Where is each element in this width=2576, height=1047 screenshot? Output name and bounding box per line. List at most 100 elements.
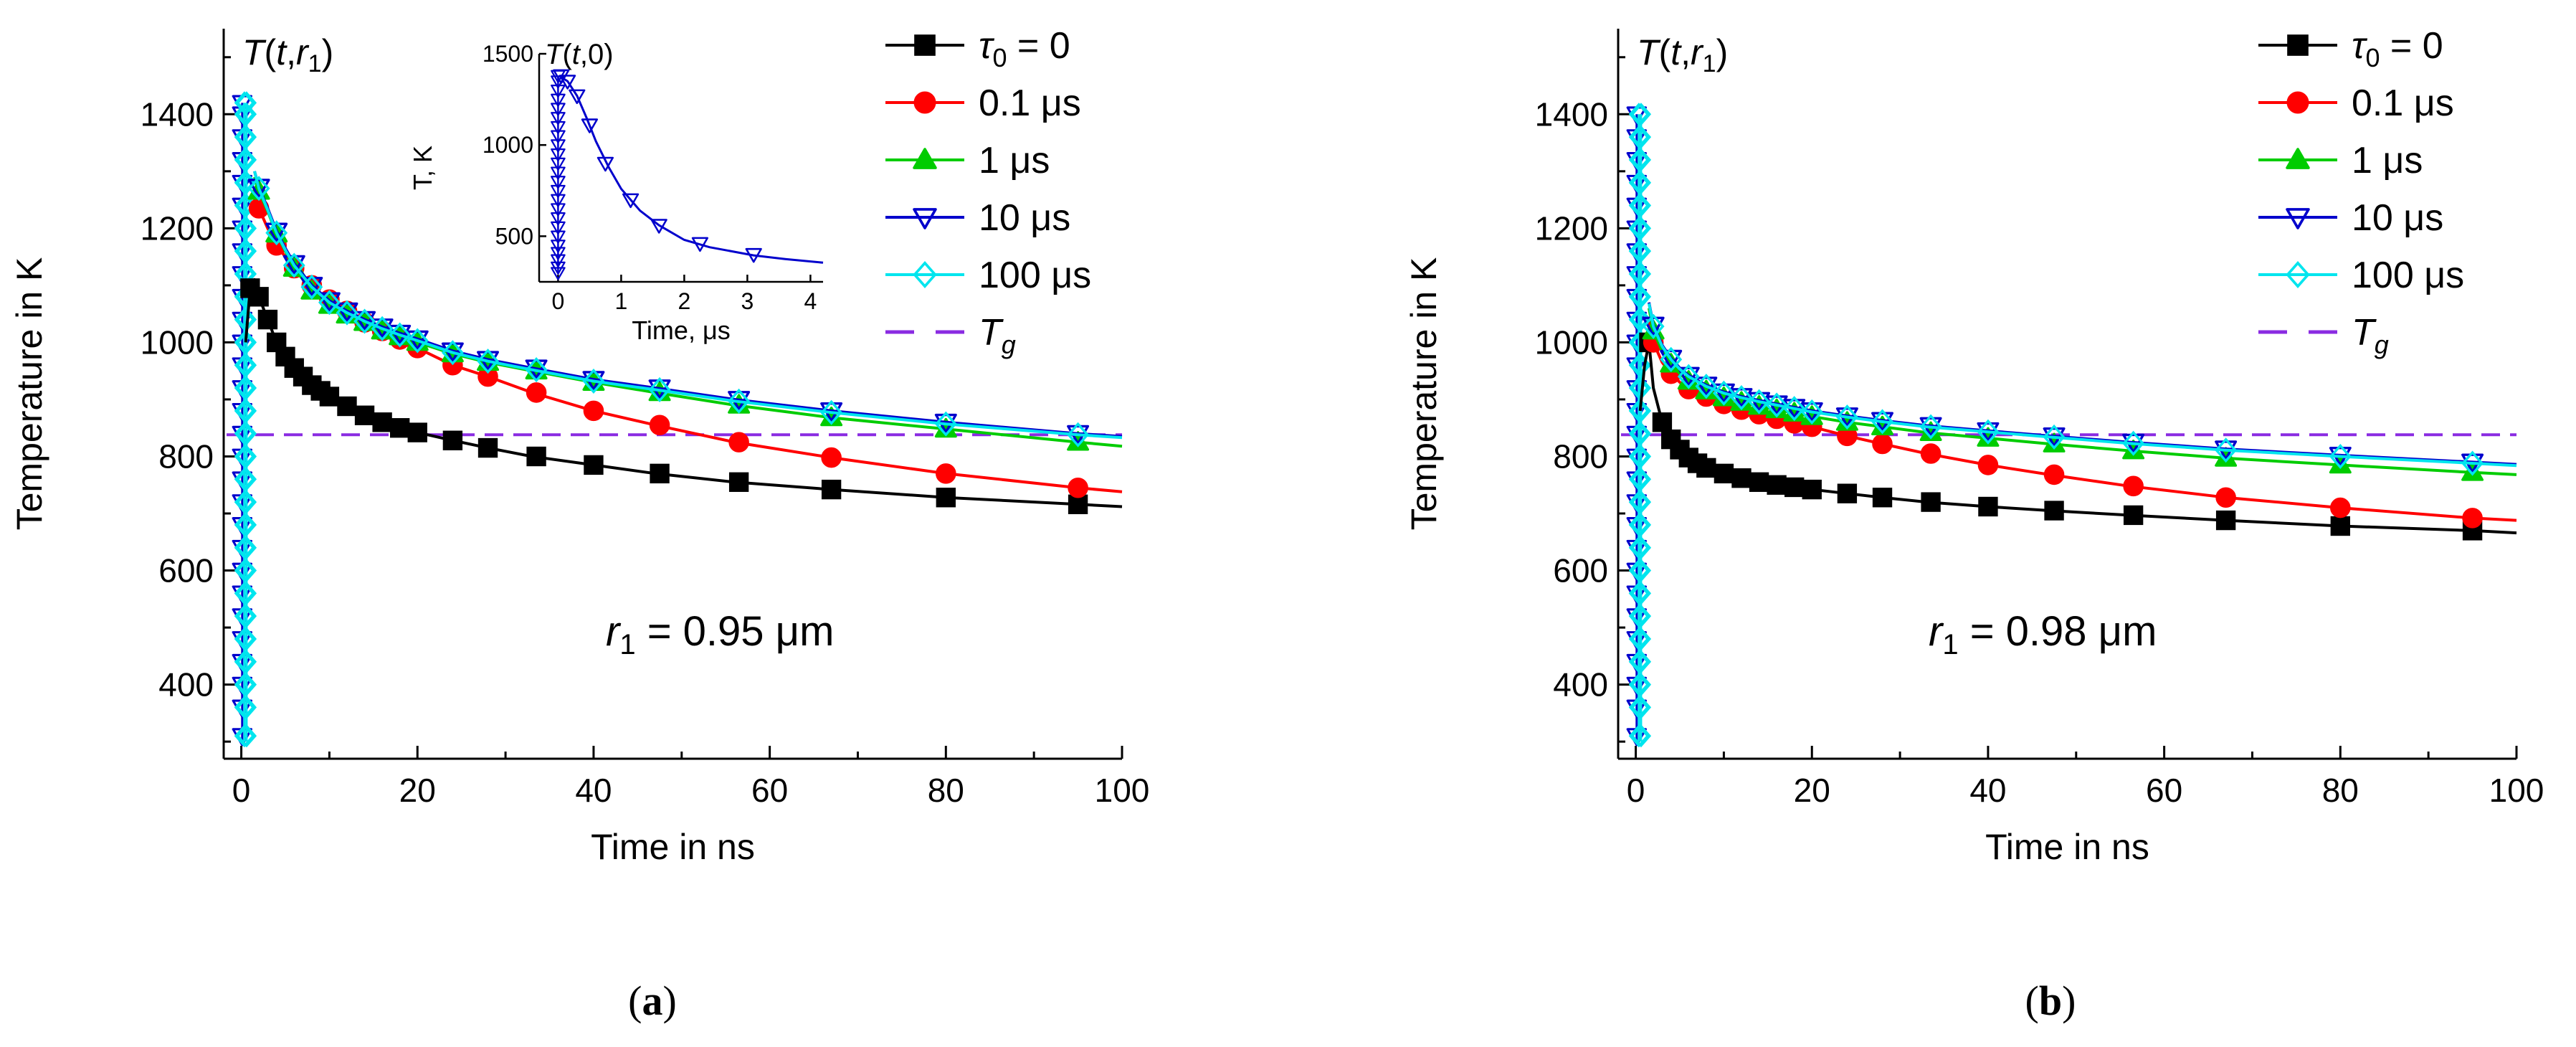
series-marker — [526, 382, 547, 403]
y-tick-label: 600 — [1553, 552, 1608, 589]
series-marker — [2461, 450, 2484, 476]
inset-series-line — [558, 75, 824, 264]
heating-marker — [236, 422, 257, 445]
heating-marker — [1630, 148, 1652, 172]
series-marker — [1871, 409, 1893, 435]
series-marker — [1921, 492, 1941, 512]
heating-marker — [234, 217, 255, 240]
series-marker — [247, 176, 270, 202]
heating-marker — [234, 468, 255, 491]
series-marker — [2044, 501, 2064, 521]
heating-marker — [236, 605, 257, 628]
series-marker — [1977, 419, 2000, 445]
inset-heating-marker — [551, 166, 566, 180]
series-marker — [1677, 366, 1700, 387]
heating-marker — [236, 696, 257, 719]
heating-marker — [1630, 125, 1652, 149]
heating-marker — [1628, 125, 1650, 149]
series-marker — [282, 252, 305, 278]
series-marker — [582, 368, 605, 394]
series-marker — [728, 432, 749, 453]
heating-marker — [236, 650, 257, 673]
legend-label: τ0 = 0 — [979, 25, 1070, 72]
inset-series-marker — [745, 247, 762, 263]
x-tick-label: 60 — [751, 772, 788, 809]
heating-marker — [1628, 171, 1650, 194]
inset-heating-marker — [551, 254, 566, 267]
inset-y-tick-label: 500 — [495, 223, 533, 249]
heating-marker — [1630, 262, 1652, 286]
legend-label: 1 μs — [2352, 140, 2423, 181]
heating-marker — [236, 148, 257, 172]
inset-series-marker — [597, 156, 614, 172]
series-marker — [1872, 433, 1893, 455]
panel-caption: (a) — [628, 977, 677, 1024]
series-marker — [1835, 404, 1858, 430]
heating-marker — [236, 536, 257, 559]
series-marker — [1765, 392, 1788, 418]
heating-marker — [234, 308, 255, 331]
heating-marker — [234, 148, 255, 172]
legend-marker — [2286, 148, 2310, 169]
heating-marker — [1630, 650, 1652, 673]
series-marker — [649, 414, 670, 436]
heating-marker — [1628, 308, 1650, 331]
heating-marker — [234, 445, 255, 468]
series-marker — [353, 308, 376, 334]
inset-series-marker — [553, 69, 570, 85]
heating-marker — [1628, 285, 1650, 308]
legend-label: Tg — [979, 312, 1016, 359]
x-tick-label: 0 — [1627, 772, 1645, 809]
series-marker — [1068, 477, 1088, 498]
heating-marker — [1630, 673, 1652, 696]
heating-marker — [234, 376, 255, 400]
series-marker — [389, 322, 412, 348]
heating-marker — [1628, 468, 1650, 491]
series-marker — [336, 300, 358, 326]
heating-marker — [234, 582, 255, 605]
heating-marker — [1630, 354, 1652, 377]
radius-annotation: r1 = 0.98 μm — [1929, 608, 2157, 660]
heating-marker — [1630, 308, 1652, 331]
series-marker — [2330, 497, 2351, 518]
heating-marker — [234, 194, 255, 217]
series-marker — [2462, 508, 2483, 529]
inset-heating-marker — [551, 221, 566, 235]
heating-marker — [236, 217, 257, 240]
heating-marker — [234, 491, 255, 514]
heating-marker — [1628, 445, 1650, 468]
legend-marker — [913, 260, 937, 289]
x-tick-label: 40 — [1969, 772, 2006, 809]
heating-marker — [234, 627, 255, 651]
series-marker — [650, 463, 670, 484]
legend-label: 10 μs — [979, 197, 1070, 239]
inset-series-marker — [691, 237, 709, 252]
heating-marker — [236, 399, 257, 422]
series-marker — [1748, 389, 1770, 414]
heating-marker — [236, 513, 257, 537]
inset-x-tick-label: 4 — [804, 288, 817, 314]
series-marker — [2123, 505, 2144, 526]
heating-marker — [1628, 422, 1650, 445]
series-marker — [2215, 510, 2236, 531]
series-marker — [2215, 487, 2236, 508]
series-marker — [1802, 479, 1822, 500]
inset-x-tick-label: 3 — [741, 288, 754, 314]
inset-heating-marker — [551, 130, 566, 143]
heating-marker — [1628, 582, 1650, 605]
inset-heating-marker — [551, 139, 566, 153]
legend-label: 0.1 μs — [979, 82, 1081, 124]
heating-marker — [1630, 422, 1652, 445]
series-marker — [1731, 468, 1752, 488]
series-marker — [1677, 364, 1700, 389]
inset-heating-marker — [551, 93, 566, 107]
heating-marker — [1630, 605, 1652, 628]
series-marker — [1642, 313, 1665, 339]
inset-heating-marker — [551, 203, 566, 217]
heating-marker — [1628, 217, 1650, 240]
series-marker — [318, 290, 341, 316]
series-marker — [584, 455, 604, 475]
x-axis-title: Time in ns — [591, 827, 755, 867]
